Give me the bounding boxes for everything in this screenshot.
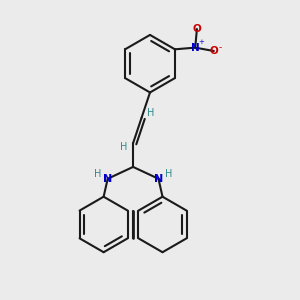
Text: N: N <box>154 174 163 184</box>
Text: H: H <box>147 108 155 118</box>
Text: +: + <box>198 38 204 44</box>
Text: O: O <box>193 24 201 34</box>
Text: H: H <box>120 142 127 152</box>
Text: H: H <box>165 169 172 179</box>
Text: N: N <box>103 174 112 184</box>
Text: N: N <box>191 43 200 52</box>
Text: H: H <box>94 169 101 179</box>
Text: O: O <box>209 46 218 56</box>
Text: -: - <box>219 43 222 52</box>
